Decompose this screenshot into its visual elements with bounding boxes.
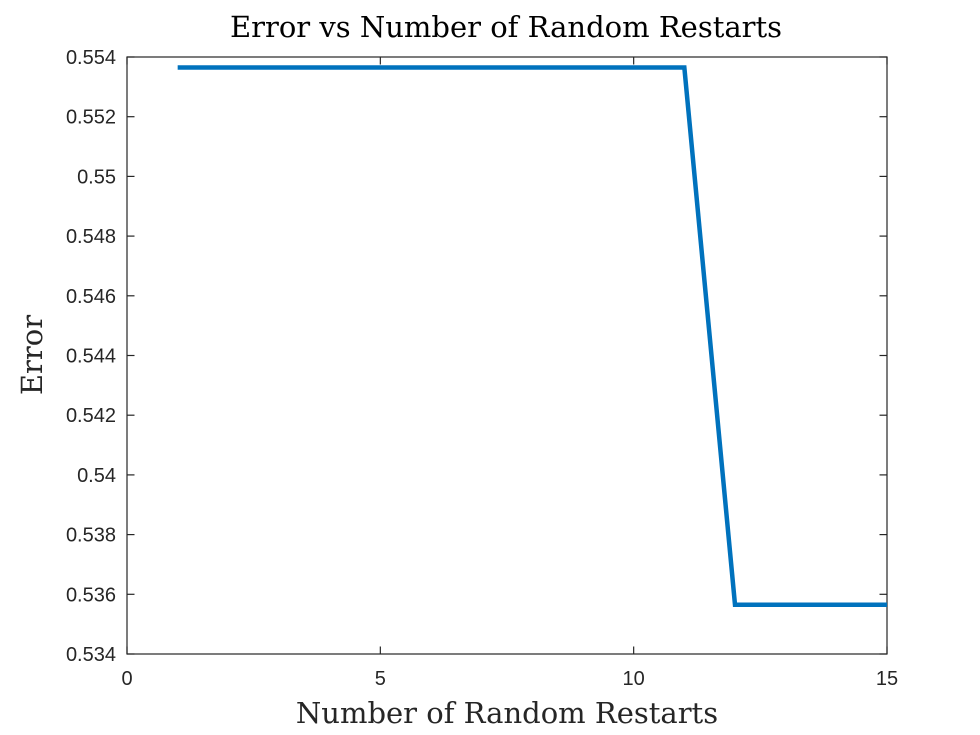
y-tick-label: 0.536 xyxy=(66,584,116,606)
y-tick-label: 0.548 xyxy=(66,226,116,248)
y-tick-label: 0.546 xyxy=(66,286,116,308)
plot-area xyxy=(126,56,888,655)
y-tick-label: 0.544 xyxy=(66,346,116,368)
y-axis-label: Error xyxy=(15,315,49,395)
series-line xyxy=(177,65,887,607)
axis-ticks xyxy=(126,56,888,655)
series-group xyxy=(177,65,887,607)
x-tick-label: 0 xyxy=(121,668,132,690)
x-tick-label: 10 xyxy=(623,668,645,690)
y-tick-label: 0.55 xyxy=(77,166,116,188)
axis-tick-labels: 0 5 10 15 0.534 0.536 0.538 0.54 0.542 0.544 0.546… xyxy=(66,47,898,690)
y-tick-label: 0.552 xyxy=(66,107,116,129)
x-tick-label: 5 xyxy=(375,668,386,690)
y-tick-label: 0.534 xyxy=(66,644,116,666)
chart-title: Error vs Number of Random Restarts xyxy=(230,10,782,44)
x-axis-label: Number of Random Restarts xyxy=(296,696,718,730)
y-tick-label: 0.554 xyxy=(66,47,116,69)
y-tick-label: 0.542 xyxy=(66,405,116,427)
y-tick-label: 0.54 xyxy=(77,465,116,487)
y-tick-label: 0.538 xyxy=(66,525,116,547)
x-tick-label: 15 xyxy=(876,668,898,690)
